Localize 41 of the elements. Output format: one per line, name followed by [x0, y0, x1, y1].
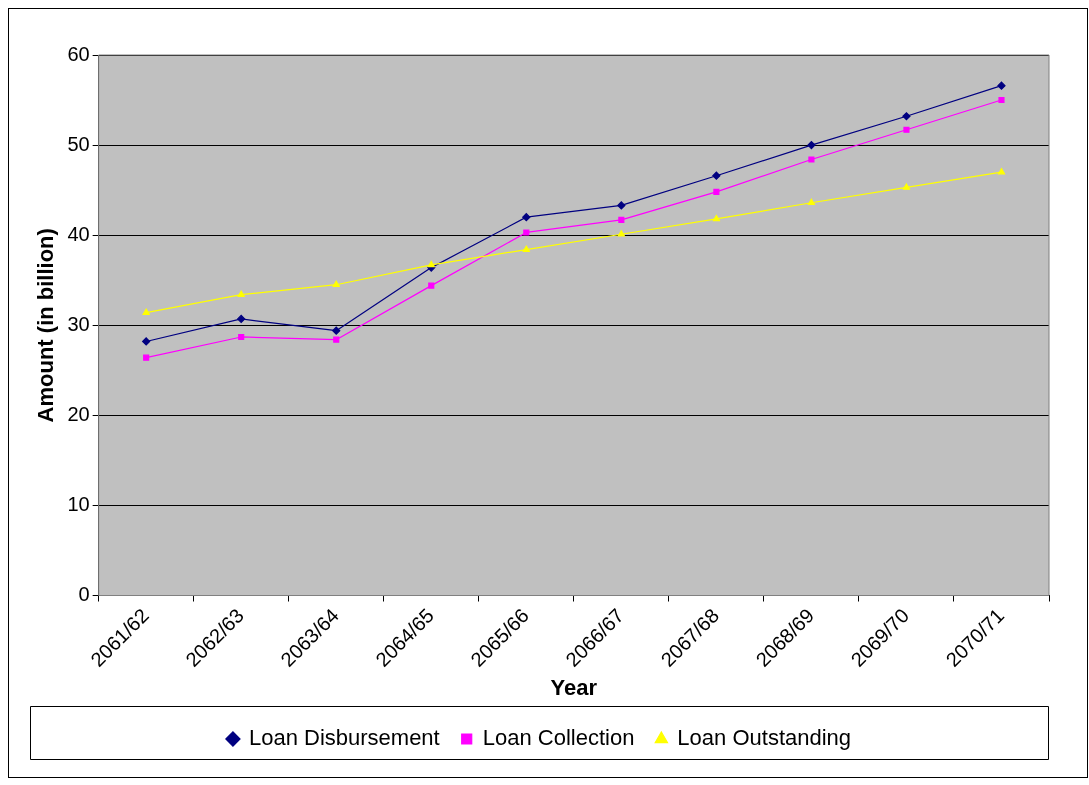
y-tick-label: 40: [67, 222, 90, 245]
y-tick-label: 20: [67, 402, 90, 425]
y-axis-title: Amount (in billion): [33, 228, 59, 423]
point: [997, 168, 1006, 175]
point: [902, 183, 911, 190]
point: [333, 336, 340, 343]
y-tick-label: 30: [67, 312, 90, 335]
point: [617, 230, 625, 237]
point: [332, 326, 341, 335]
point: [237, 314, 246, 324]
point: [712, 171, 721, 180]
legend-label: Loan Outstanding: [677, 725, 852, 751]
legend-label: Loan Collection: [482, 725, 635, 751]
point: [807, 198, 816, 206]
point: [427, 260, 435, 268]
point: [807, 140, 816, 150]
point: [617, 201, 626, 210]
point: [143, 354, 150, 361]
y-tick-label: 50: [67, 132, 90, 155]
x-axis-title: Year: [550, 674, 598, 700]
point: [523, 229, 530, 236]
point: [618, 216, 625, 223]
point: [903, 126, 910, 133]
point: [332, 280, 340, 288]
point: [237, 290, 245, 297]
point: [428, 282, 435, 289]
point: [522, 245, 530, 252]
point: [713, 188, 720, 195]
point: [808, 156, 815, 163]
point: [142, 308, 150, 315]
y-tick-label: 60: [67, 42, 90, 65]
point: [522, 213, 531, 222]
point: [238, 333, 245, 341]
y-tick-label: 0: [78, 583, 90, 606]
legend-label: Loan Disbursement: [248, 725, 440, 751]
y-tick-label: 10: [67, 492, 90, 515]
point: [712, 214, 721, 222]
point: [142, 337, 151, 346]
point: [902, 112, 911, 121]
point: [998, 96, 1005, 104]
point: [997, 81, 1006, 90]
